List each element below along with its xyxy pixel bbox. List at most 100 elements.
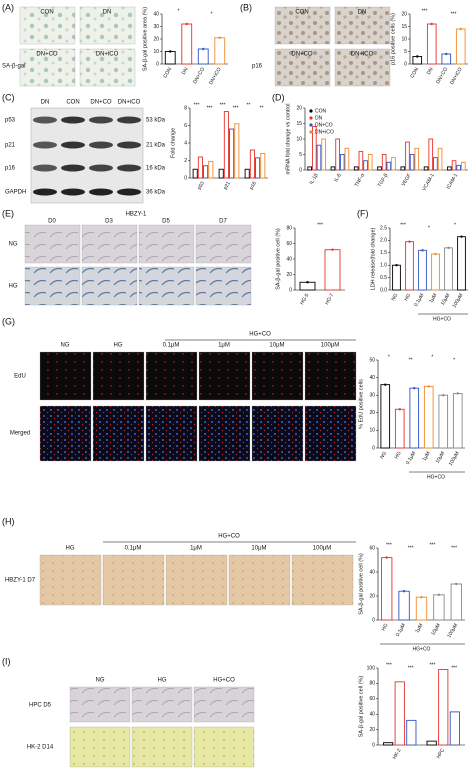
y-tick-label: 2.0 bbox=[380, 238, 387, 244]
blot-band bbox=[33, 188, 57, 196]
bar bbox=[437, 147, 443, 171]
x-tick-label: ICAM-1 bbox=[446, 172, 460, 190]
annotation: * bbox=[178, 8, 180, 14]
y-tick-label: 8 bbox=[184, 105, 187, 111]
y-tick-label: 0 bbox=[372, 445, 375, 451]
y-tick-label: 40 bbox=[369, 569, 375, 575]
group-label: HG+CO bbox=[433, 316, 451, 322]
panel-label: 100μM bbox=[313, 546, 331, 552]
y-tick-label: 0 bbox=[372, 742, 375, 748]
y-tick-label: 20 bbox=[286, 272, 292, 278]
blot-band bbox=[117, 164, 141, 172]
x-tick-label: 10μM bbox=[435, 451, 447, 465]
micrograph bbox=[193, 726, 255, 768]
panel-letter: (H) bbox=[2, 516, 15, 526]
panel-label: D0 bbox=[48, 219, 56, 225]
panel-label: 36 kDa bbox=[146, 190, 166, 196]
bar bbox=[234, 123, 240, 179]
micrograph bbox=[79, 48, 136, 87]
bar bbox=[383, 742, 394, 746]
x-tick-label: 100μM bbox=[448, 451, 461, 467]
micrograph bbox=[193, 686, 255, 723]
x-tick-label: CON bbox=[409, 66, 420, 79]
micrograph bbox=[79, 6, 136, 45]
panel-label: HG+CO bbox=[218, 534, 240, 540]
panel-label: DN bbox=[41, 100, 50, 106]
micrograph bbox=[274, 48, 331, 87]
x-tick-label: 10μM bbox=[430, 623, 442, 637]
x-tick-label: HPC bbox=[436, 747, 447, 759]
annotation: *** bbox=[317, 222, 323, 228]
y-axis-label: mRNA fold change vs control bbox=[285, 104, 291, 175]
legend-label: DN+CO bbox=[315, 122, 333, 128]
bar bbox=[409, 387, 420, 449]
micrograph bbox=[131, 726, 193, 768]
x-tick-label: HG bbox=[403, 293, 412, 303]
point bbox=[408, 240, 411, 243]
legend-swatch bbox=[309, 130, 313, 134]
blot-band bbox=[61, 188, 85, 196]
panel-letter: (D) bbox=[272, 92, 285, 102]
point bbox=[445, 52, 448, 56]
bar bbox=[428, 138, 434, 171]
micrograph bbox=[81, 266, 138, 306]
y-tick-label: 0.0 bbox=[380, 287, 387, 293]
y-tick-label: 40 bbox=[369, 712, 375, 718]
panel-letter: (A) bbox=[2, 2, 14, 12]
panel-label: CON bbox=[66, 100, 79, 106]
x-tick-label: HG bbox=[381, 623, 390, 633]
panel-label: HBZY-1 bbox=[126, 212, 147, 218]
panel-label: DN+CO bbox=[291, 52, 313, 58]
point bbox=[459, 27, 462, 31]
y-tick-label: 10 bbox=[401, 36, 407, 42]
y-tick-label: 30 bbox=[153, 24, 159, 30]
bar bbox=[406, 719, 417, 746]
micrograph bbox=[24, 266, 81, 306]
bar bbox=[392, 264, 401, 291]
bar bbox=[321, 138, 326, 171]
x-tick-label: DN+iCO bbox=[449, 67, 464, 86]
bar bbox=[431, 253, 440, 291]
y-tick-label: 100 bbox=[367, 665, 376, 671]
legend-swatch bbox=[309, 116, 313, 120]
panel-label: p53 bbox=[5, 118, 16, 124]
blot-band bbox=[33, 141, 57, 149]
y-axis-label: SA-β-gal positive cell (%) bbox=[358, 676, 364, 738]
panel-letter: (G) bbox=[2, 316, 15, 326]
x-tick-label: p21 bbox=[223, 180, 232, 190]
point bbox=[456, 392, 459, 395]
annotation: * bbox=[431, 354, 433, 360]
bar bbox=[438, 669, 449, 746]
x-tick-label: p16 bbox=[249, 180, 258, 190]
bar bbox=[405, 141, 410, 171]
panel-label: 53 kDa bbox=[146, 118, 166, 124]
y-tick-label: 15 bbox=[401, 24, 407, 30]
x-tick-label: DN+iCO bbox=[208, 67, 223, 86]
panel-label: 1μM bbox=[190, 546, 202, 552]
bar bbox=[433, 594, 445, 621]
y-tick-label: 1.0 bbox=[380, 263, 387, 269]
micrograph bbox=[334, 6, 391, 45]
point bbox=[421, 249, 424, 252]
panel-letter: (F) bbox=[357, 208, 369, 218]
micrograph bbox=[198, 405, 251, 462]
y-tick-label: 1.5 bbox=[380, 250, 387, 256]
panel-label: DN+iCO bbox=[351, 52, 374, 58]
legend-label: DN bbox=[315, 115, 323, 121]
group-label: HG+CO bbox=[427, 474, 445, 480]
y-tick-label: 50 bbox=[369, 357, 375, 363]
blot-band bbox=[61, 141, 85, 149]
point bbox=[169, 50, 172, 53]
panel-label: HG bbox=[158, 678, 167, 684]
x-tick-label: DN bbox=[426, 66, 435, 76]
point bbox=[398, 408, 401, 411]
bar bbox=[418, 249, 427, 291]
y-tick-label: 0 bbox=[299, 167, 302, 173]
point bbox=[402, 590, 406, 593]
panel-label: CON bbox=[295, 10, 308, 16]
y-tick-label: 5 bbox=[404, 49, 407, 55]
bar bbox=[423, 385, 434, 449]
panel-label: p16 bbox=[5, 166, 16, 172]
blot-band bbox=[117, 116, 141, 124]
y-tick-label: 0 bbox=[184, 175, 187, 181]
